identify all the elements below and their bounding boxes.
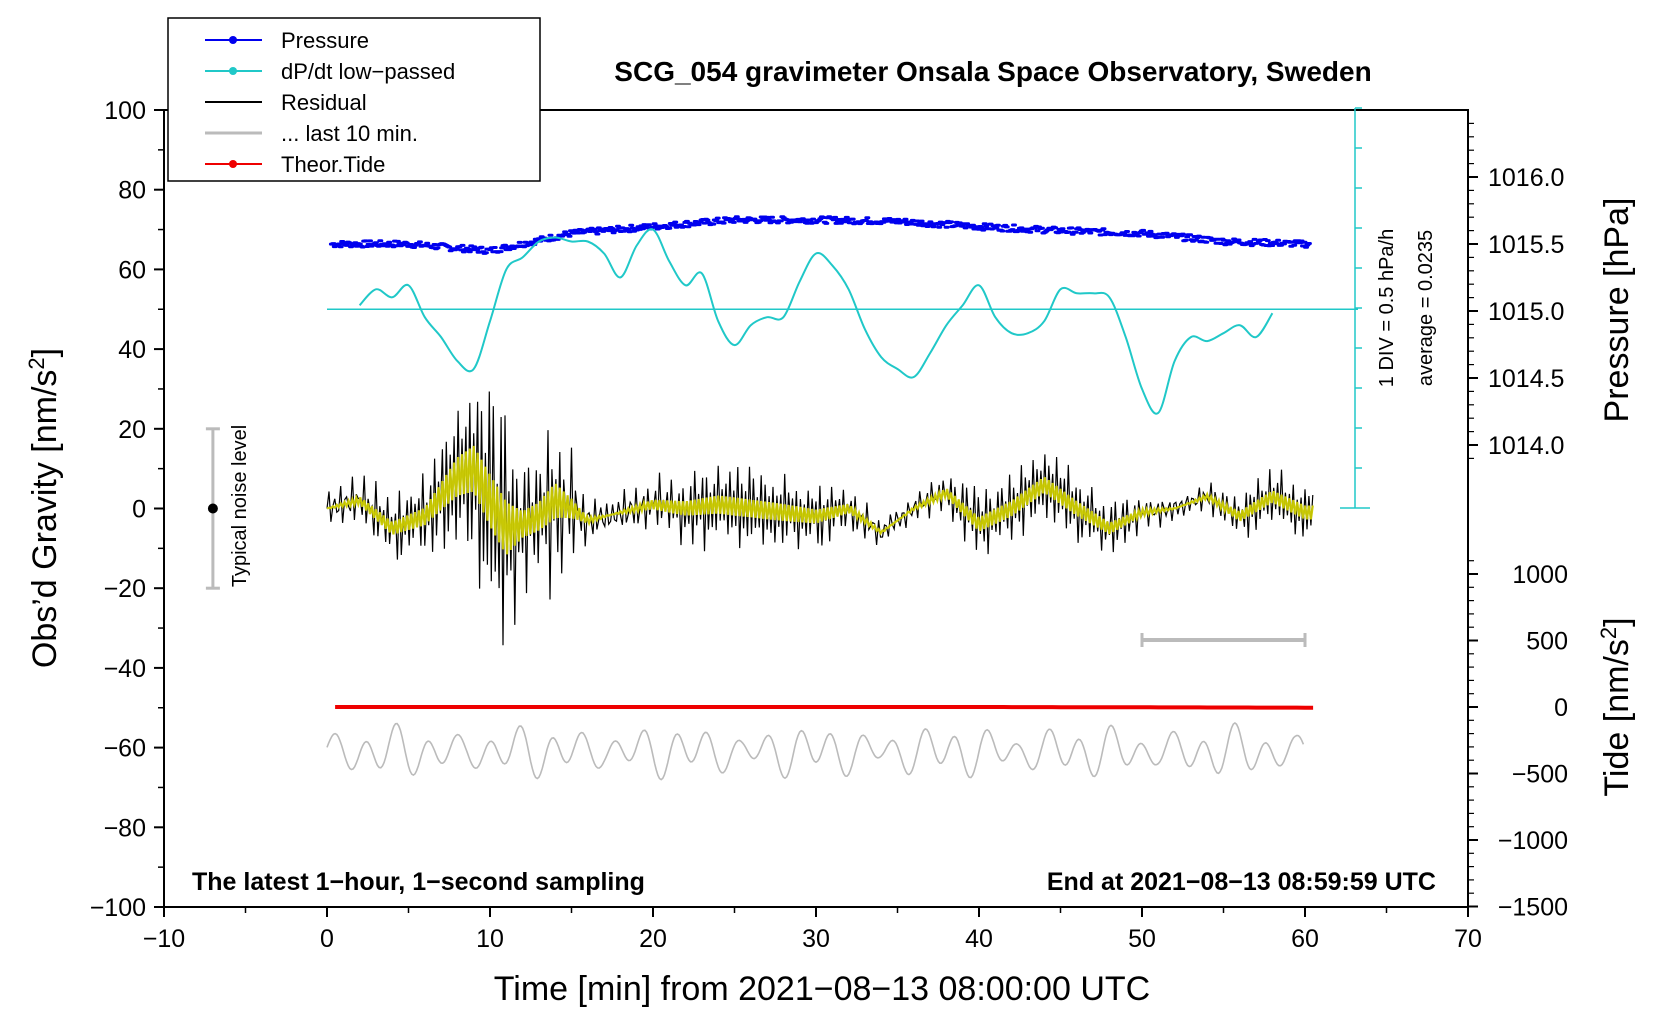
y-axis-title-pressure: Pressure [hPa] [1598, 198, 1636, 423]
axes-group: −10 0 10 20 30 40 50 60 70100806040200−20−40−60−… [90, 97, 1568, 953]
y-tick-label: 80 [118, 177, 146, 205]
legend-label: Theor.Tide [281, 152, 385, 177]
pressure-tick-label: 1014.0 [1488, 432, 1564, 460]
footer-right-note: End at 2021−08−13 08:59:59 UTC [1047, 868, 1436, 896]
legend-marker [229, 36, 237, 44]
residual-series [326, 391, 1314, 646]
tide-tick-label: 500 [1526, 628, 1568, 656]
tide-series [335, 705, 1314, 710]
footer-left-note: The latest 1−hour, 1−second sampling [192, 868, 645, 896]
y-tick-label: 40 [118, 336, 146, 364]
pressure-tick-label: 1015.5 [1488, 231, 1564, 259]
noise-bar-point [207, 503, 218, 514]
x-tick-label: 20 [639, 925, 667, 953]
y-tick-label: −20 [104, 575, 146, 603]
x-tick-label: 10 [476, 925, 504, 953]
x-tick-label: 30 [802, 925, 830, 953]
y-tick-label: −100 [90, 894, 146, 922]
dpdt-scale-label: 1 DIV = 0.5 hPa/h [1376, 229, 1398, 387]
x-tick-label: 40 [965, 925, 993, 953]
chart-title: SCG_054 gravimeter Onsala Space Observat… [614, 56, 1371, 87]
tide-tick-label: 1000 [1512, 561, 1568, 589]
y-tick-label: −80 [104, 814, 146, 842]
y-tick-label: 100 [104, 97, 146, 125]
y-axis-title-left: Obs’d Gravity [nm/s2] [24, 348, 64, 668]
pressure-tick-label: 1016.0 [1488, 164, 1564, 192]
legend-label: ... last 10 min. [281, 121, 418, 146]
y-axis-title-tide: Tide [nm/s2] [1596, 617, 1636, 796]
legend-marker [229, 67, 237, 75]
x-tick-label: 60 [1291, 925, 1319, 953]
pressure-series [328, 215, 1312, 255]
x-tick-label: −10 [143, 925, 185, 953]
tide-tick-label: −1000 [1498, 827, 1568, 855]
legend-marker [229, 160, 237, 168]
y-tick-label: 0 [132, 496, 146, 524]
legend-label: dP/dt low−passed [281, 59, 455, 84]
last10-series [326, 722, 1305, 781]
y-tick-label: −60 [104, 735, 146, 763]
x-axis-title: Time [min] from 2021−08−13 08:00:00 UTC [494, 970, 1150, 1008]
pressure-tick-label: 1015.0 [1488, 298, 1564, 326]
noise-level-label: Typical noise level [229, 425, 251, 587]
legend: Pressure dP/dt low−passed Residual ... last… [167, 17, 541, 182]
y-tick-label: 60 [118, 256, 146, 284]
pressure-tick-label: 1014.5 [1488, 365, 1564, 393]
legend-label: Residual [281, 90, 367, 115]
tide-tick-label: 0 [1554, 694, 1568, 722]
tide-tick-label: −1500 [1498, 894, 1568, 922]
x-tick-label: 70 [1454, 925, 1482, 953]
tide-tick-label: −500 [1512, 761, 1568, 789]
y-tick-label: 20 [118, 416, 146, 444]
x-tick-label: 0 [320, 925, 334, 953]
y-tick-label: −40 [104, 655, 146, 683]
residual-smoothed-series [326, 445, 1314, 555]
dpdt-average-label: average = 0.0235 [1415, 230, 1437, 386]
legend-box [167, 17, 541, 182]
x-tick-label: 50 [1128, 925, 1156, 953]
series-group [205, 107, 1370, 781]
dpdt-series [358, 228, 1274, 415]
legend-label: Pressure [281, 28, 369, 53]
